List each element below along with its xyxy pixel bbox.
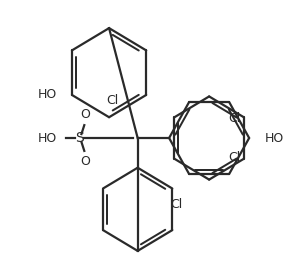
Text: HO: HO: [37, 132, 57, 144]
Text: Cl: Cl: [229, 151, 241, 164]
Text: O: O: [80, 155, 90, 168]
Text: Cl: Cl: [170, 199, 182, 211]
Text: Cl: Cl: [106, 94, 118, 107]
Text: S: S: [75, 131, 84, 145]
Text: HO: HO: [264, 132, 284, 144]
Text: Cl: Cl: [229, 112, 241, 125]
Text: HO: HO: [37, 88, 57, 101]
Text: O: O: [80, 108, 90, 121]
